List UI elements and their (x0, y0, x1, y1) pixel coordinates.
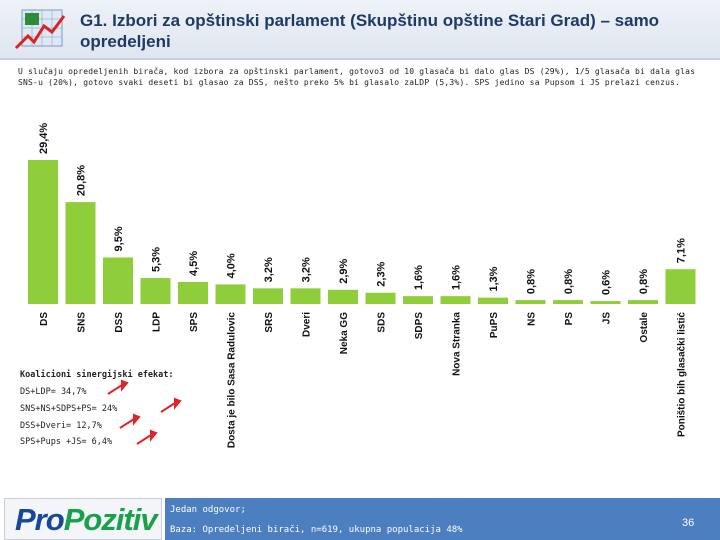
category-label: SRS (264, 312, 275, 333)
bar-10 (403, 296, 433, 304)
bar-3 (140, 278, 171, 304)
value-label: 2,3% (376, 261, 388, 286)
coalition-item: SPS+Pups +JS= 6,4% (20, 437, 113, 447)
category-label: PuPS (489, 312, 500, 338)
bar-chart: 29,4% DS 20,8% SNS 9,5% DSS 5,3% LDP 4,5% SPS 4,0%… (28, 123, 696, 449)
value-label: 4,5% (188, 251, 200, 276)
category-label: Dveri (302, 312, 313, 337)
arrow-head-icon (133, 413, 141, 426)
bar-2 (103, 257, 133, 304)
coalition-item: DSS+Dveri= 12,7% (20, 421, 102, 431)
category-label: SNS (77, 312, 88, 333)
bar-7 (290, 288, 321, 304)
category-label: LDP (152, 312, 163, 332)
category-label: Neka GG (339, 312, 350, 354)
bar-4 (178, 281, 208, 304)
chart-logo-icon (14, 9, 66, 50)
title-bar: G1. Izbori za opštinski parlament (Skupš… (0, 0, 720, 60)
footer-info (165, 498, 720, 540)
value-label: 7,1% (676, 238, 688, 263)
summary-note: U slučaju opredeljenih birača, kod izbor… (18, 67, 696, 87)
value-label: 2,9% (338, 259, 350, 284)
bar-13 (515, 300, 546, 304)
value-label: 3,2% (263, 257, 275, 282)
category-label: Nova Stranka (452, 312, 463, 376)
category-label: DS (39, 312, 50, 326)
coalition-item: SNS+NS+SDPS+PS= 24% (20, 404, 118, 414)
arrow-head-icon (121, 379, 129, 392)
brand-name: ProPozitiv (15, 502, 158, 537)
category-label: PS (564, 312, 575, 326)
value-label: 0,8% (638, 269, 650, 294)
value-label: 20,8% (76, 165, 88, 196)
page-number: 36 (682, 517, 695, 529)
arrow-icon (119, 418, 135, 429)
bar-8 (328, 289, 358, 304)
bar-16 (628, 300, 658, 304)
value-label: 5,3% (151, 247, 163, 272)
bar-11 (440, 296, 471, 304)
arrow-head-icon (174, 397, 182, 410)
coalition-arrows (107, 379, 182, 445)
footer-base-note: Baza: Opredeljeni birači, n=619, ukupna … (170, 525, 463, 535)
category-label: Dosta je bilo Sasa Radulovic (227, 312, 238, 449)
bar-5 (215, 284, 246, 304)
arrow-head-icon (150, 429, 158, 442)
category-label: JS (602, 312, 613, 325)
bar-14 (553, 300, 583, 304)
bar-12 (478, 297, 508, 304)
category-label: Ostale (639, 312, 650, 343)
category-label: NS (527, 312, 538, 326)
arrow-icon (160, 402, 176, 413)
page-title: G1. Izbori za opštinski parlament (Skupš… (80, 11, 660, 51)
value-label: 0,6% (601, 270, 613, 295)
coalition-item: DS+LDP= 34,7% (20, 387, 87, 397)
value-label: 1,6% (451, 265, 463, 290)
bar-1 (65, 202, 96, 304)
category-label: SDS (377, 312, 388, 333)
value-label: 29,4% (38, 123, 50, 154)
arrow-icon (136, 434, 152, 445)
bar-0 (28, 160, 58, 304)
value-label: 1,3% (488, 266, 500, 291)
arrow-icon (107, 384, 123, 395)
value-label: 0,8% (563, 269, 575, 294)
bar-9 (365, 292, 396, 304)
value-label: 0,8% (526, 269, 538, 294)
bar-15 (590, 301, 621, 304)
category-label: DSS (114, 312, 125, 333)
value-label: 4,0% (226, 253, 238, 278)
brand-logo: ProPozitiv (4, 498, 162, 540)
category-label: Poništio bih glasački listić (677, 312, 688, 437)
value-label: 9,5% (113, 226, 125, 251)
bar-6 (253, 288, 283, 304)
coalition-title: Koalicioni sinergijski efekat: (20, 370, 174, 380)
category-label: SPS (189, 312, 200, 332)
category-label: SDPS (414, 312, 425, 340)
value-label: 3,2% (301, 257, 313, 282)
bar-17 (665, 269, 696, 304)
value-label: 1,6% (413, 265, 425, 290)
footer-line-1: Jedan odgovor; (170, 505, 246, 515)
